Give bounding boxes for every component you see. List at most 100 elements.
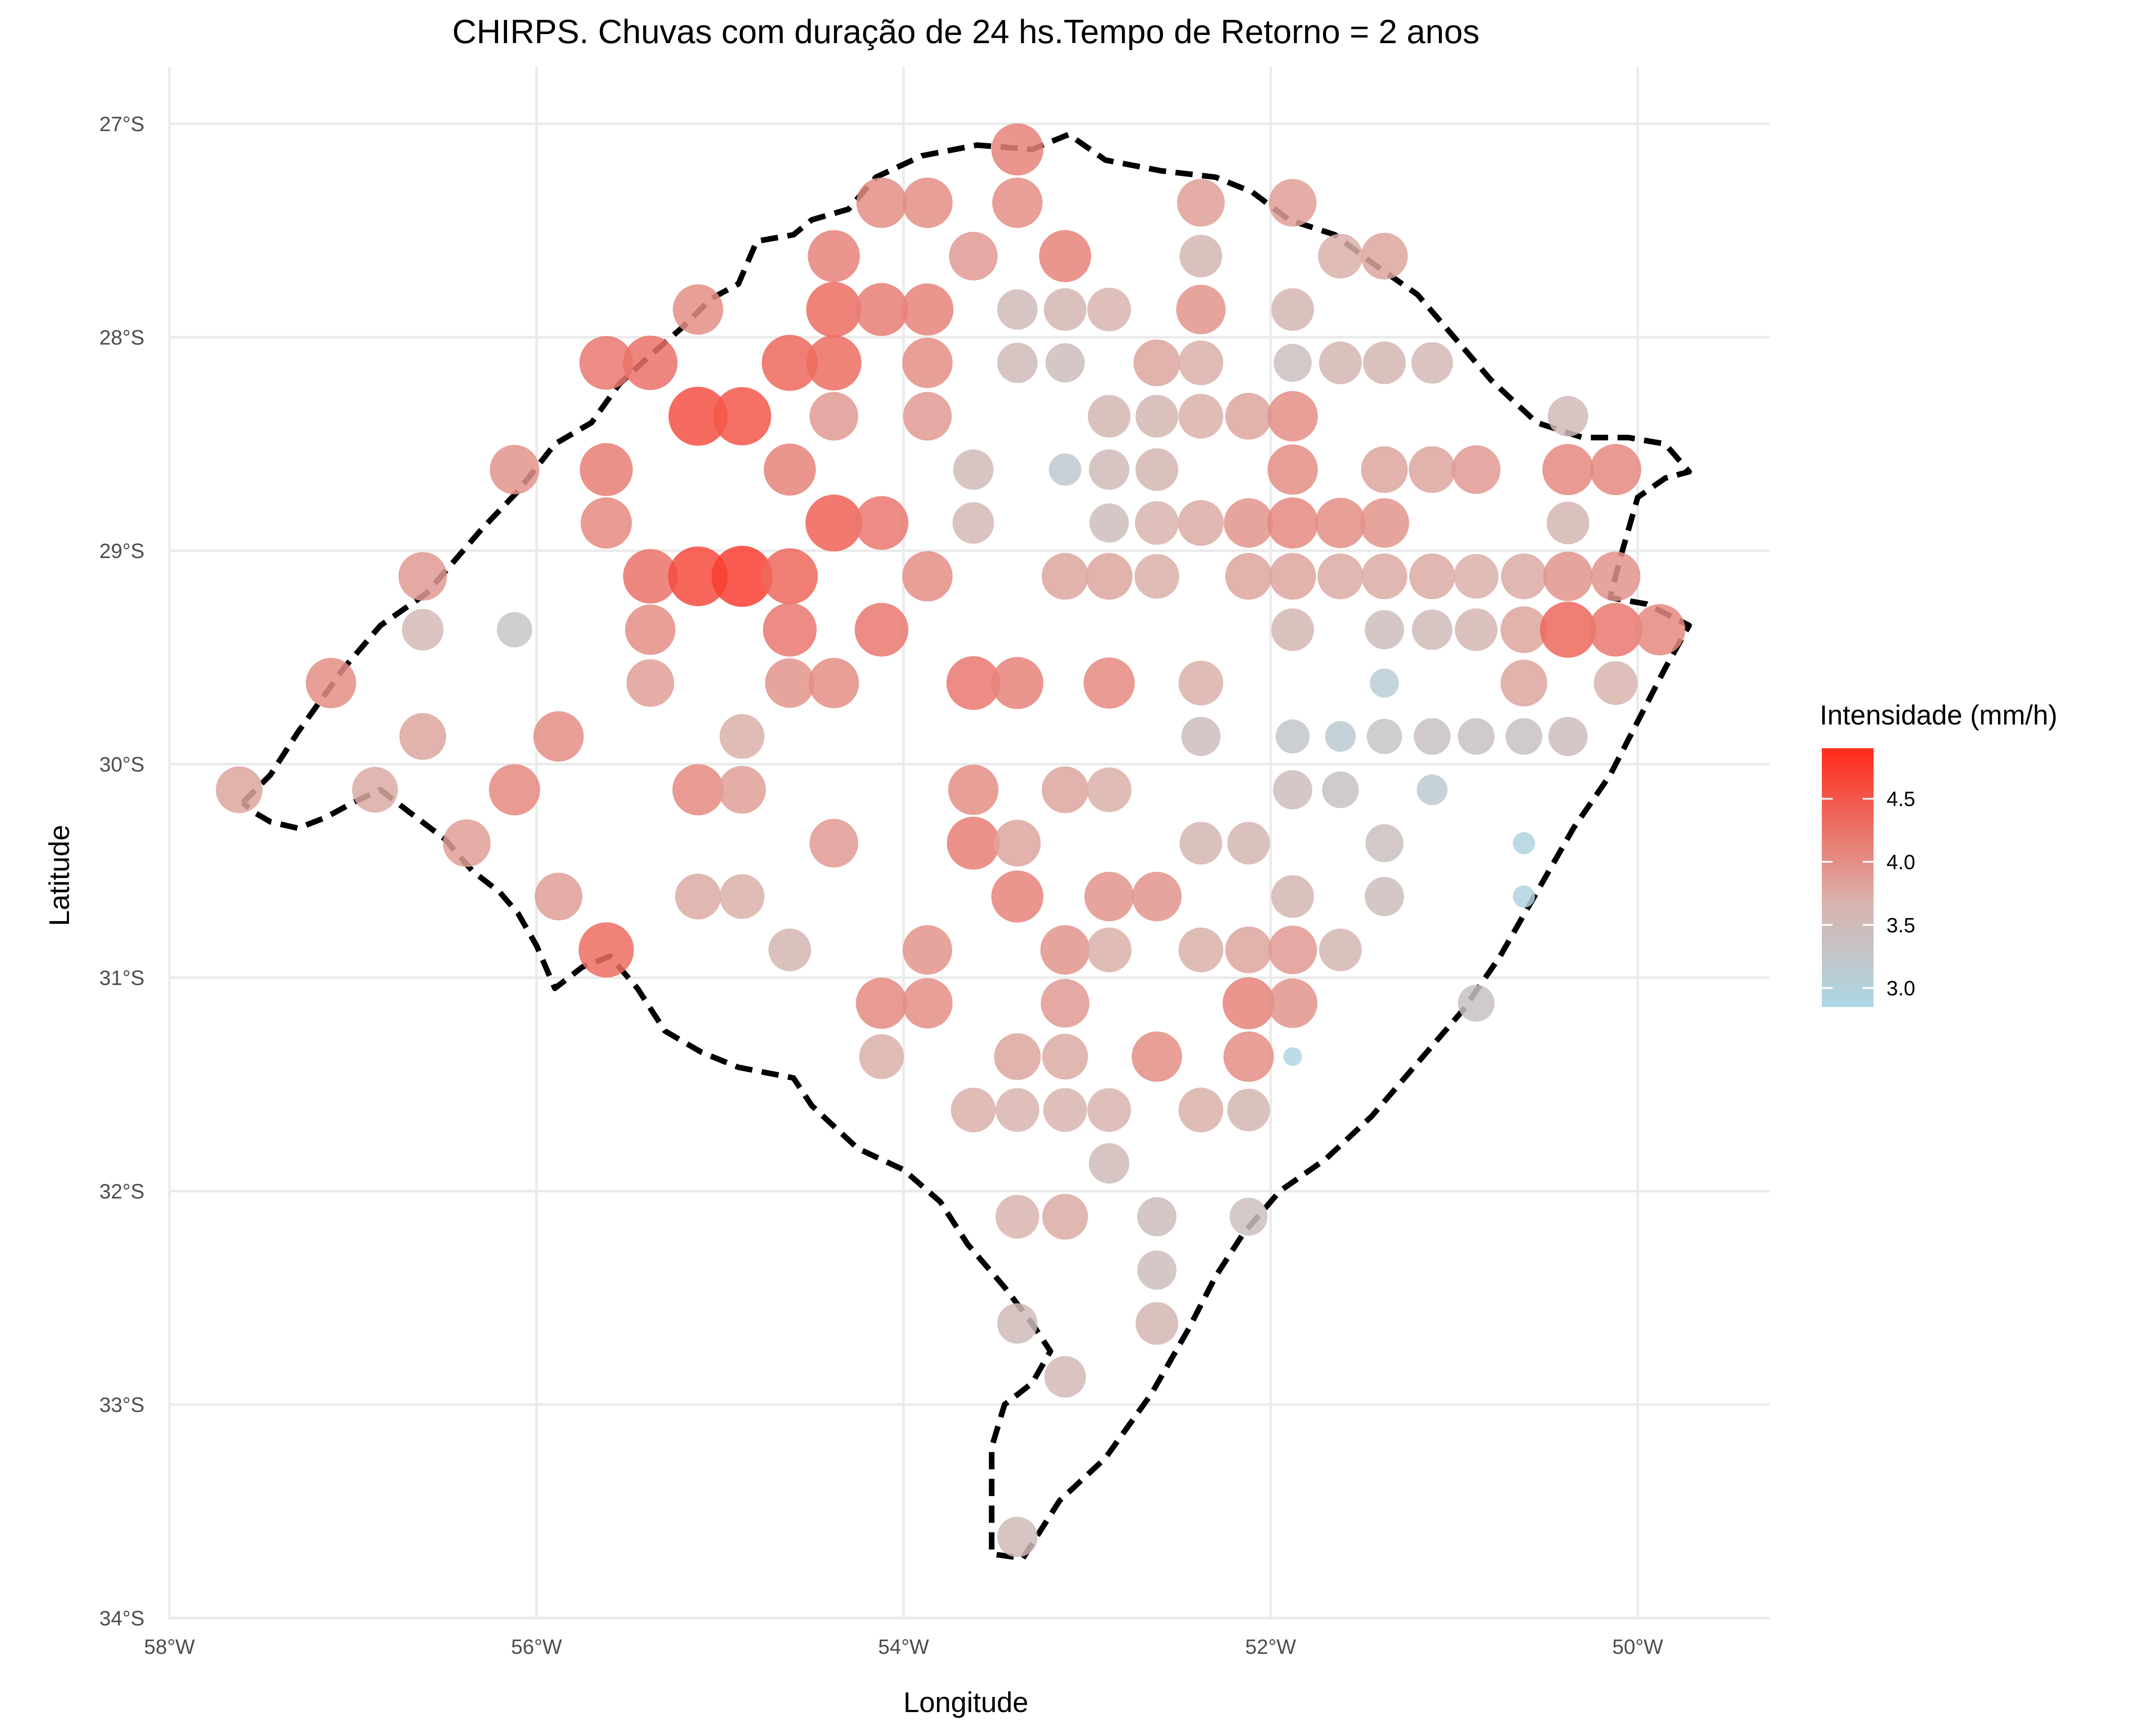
data-point xyxy=(992,177,1043,228)
data-point xyxy=(1634,604,1686,656)
x-tick-label: 50°W xyxy=(1612,1636,1664,1659)
data-point xyxy=(497,612,533,648)
x-tick-label: 56°W xyxy=(511,1636,562,1659)
data-point xyxy=(1227,822,1270,865)
data-point xyxy=(1041,766,1089,813)
data-point xyxy=(1543,552,1593,601)
data-point xyxy=(1178,340,1223,386)
y-tick-label: 31°S xyxy=(99,967,144,990)
data-point xyxy=(1089,503,1129,543)
data-point xyxy=(1224,498,1274,548)
data-point xyxy=(673,284,724,335)
data-point xyxy=(625,604,676,655)
x-tick-label: 54°W xyxy=(878,1636,930,1659)
data-point xyxy=(946,816,1000,870)
data-point xyxy=(579,336,633,390)
data-point xyxy=(535,872,583,921)
data-point xyxy=(1271,608,1314,651)
legend-tick-label: 3.5 xyxy=(1887,914,1915,937)
data-point xyxy=(1594,661,1638,705)
data-point xyxy=(1178,927,1223,972)
data-point xyxy=(713,387,771,445)
data-point xyxy=(855,283,908,336)
data-point xyxy=(1454,608,1498,651)
data-point xyxy=(1178,500,1224,546)
data-point xyxy=(902,978,953,1029)
data-point xyxy=(855,602,909,657)
data-point xyxy=(1178,394,1223,439)
data-point xyxy=(994,1033,1041,1080)
data-point xyxy=(1369,668,1399,698)
x-axis-title: Longitude xyxy=(903,1686,1028,1718)
data-point xyxy=(1322,771,1359,808)
legend-tick-label: 4.0 xyxy=(1887,851,1915,874)
data-point xyxy=(902,177,953,228)
y-tick-label: 29°S xyxy=(99,540,144,563)
data-point xyxy=(1546,502,1589,545)
data-point xyxy=(1225,926,1272,973)
data-point xyxy=(997,1303,1038,1344)
data-point xyxy=(995,1195,1040,1239)
data-point xyxy=(1361,446,1408,493)
data-point xyxy=(1181,717,1221,756)
data-point xyxy=(1040,925,1090,975)
data-point xyxy=(1223,1031,1274,1082)
data-point xyxy=(1179,822,1222,865)
data-point xyxy=(764,443,816,496)
data-point xyxy=(1457,718,1495,755)
data-point xyxy=(855,496,909,550)
data-point xyxy=(808,230,860,282)
data-point xyxy=(1084,872,1134,922)
data-point xyxy=(1273,344,1312,382)
data-point xyxy=(675,873,721,919)
data-point xyxy=(1041,553,1089,600)
data-point xyxy=(668,546,728,606)
data-point xyxy=(1513,832,1535,854)
data-point xyxy=(1325,721,1356,752)
y-tick-label: 27°S xyxy=(99,113,144,136)
data-point xyxy=(1269,553,1316,600)
data-point xyxy=(805,494,862,552)
data-point xyxy=(761,335,818,391)
data-point xyxy=(1361,232,1408,280)
data-point xyxy=(1452,445,1501,494)
data-point xyxy=(1137,1197,1177,1236)
data-points xyxy=(216,123,1686,1557)
y-axis-ticks: 27°S 28°S 29°S 30°S 31°S 32°S 33°S 34°S xyxy=(99,113,144,1630)
data-point xyxy=(1133,339,1181,386)
data-point xyxy=(1086,553,1133,600)
data-point xyxy=(623,336,678,390)
data-point xyxy=(948,765,999,815)
y-axis-title: Latitude xyxy=(43,825,75,926)
data-point xyxy=(1318,234,1363,279)
data-point xyxy=(1319,928,1362,972)
data-point xyxy=(1454,554,1499,599)
data-point xyxy=(761,548,818,605)
data-point xyxy=(1315,498,1366,549)
data-point xyxy=(1505,718,1542,755)
data-point xyxy=(1225,393,1272,440)
data-point xyxy=(1268,979,1318,1028)
data-point xyxy=(953,502,994,544)
data-point xyxy=(1513,885,1535,908)
data-point xyxy=(1179,235,1222,278)
data-point xyxy=(997,289,1038,330)
data-point xyxy=(809,392,859,441)
data-point xyxy=(991,870,1044,923)
x-axis-ticks: 58°W 56°W 54°W 52°W 50°W xyxy=(144,1636,1664,1659)
data-point xyxy=(1275,719,1310,754)
data-point xyxy=(1591,552,1641,601)
data-point xyxy=(1135,501,1179,545)
data-point xyxy=(902,338,953,388)
data-point xyxy=(1548,396,1589,437)
data-point xyxy=(1044,288,1087,331)
data-point xyxy=(1267,497,1319,549)
data-point xyxy=(1501,553,1547,599)
data-point xyxy=(443,819,491,867)
data-point xyxy=(1132,872,1182,922)
legend-tick-label: 4.5 xyxy=(1887,788,1915,811)
data-point xyxy=(399,713,446,760)
data-point xyxy=(1540,602,1596,658)
x-tick-label: 58°W xyxy=(144,1636,195,1659)
data-point xyxy=(1361,553,1407,599)
